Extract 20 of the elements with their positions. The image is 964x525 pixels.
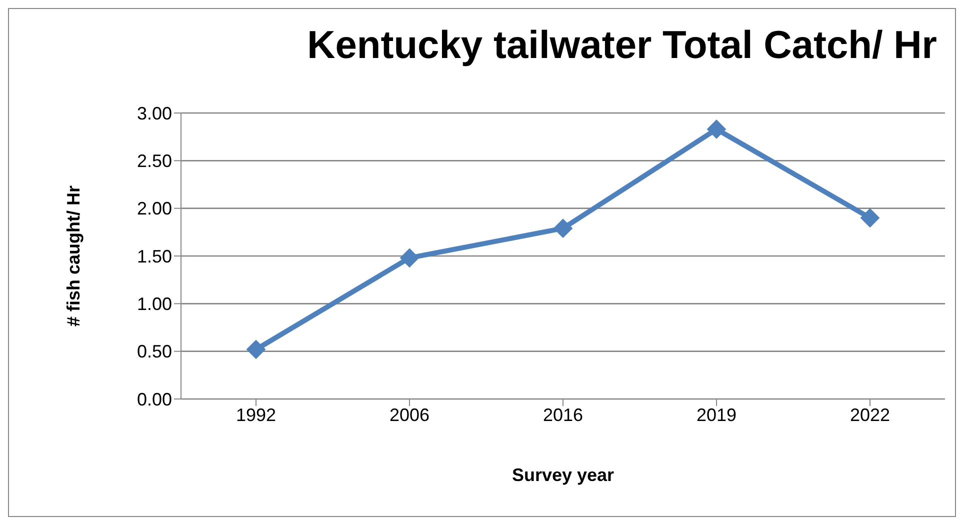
y-tick-label: 1.50 <box>136 246 172 266</box>
chart-title: Kentucky tailwater Total Catch/ Hr <box>306 23 938 69</box>
y-tick-label: 2.50 <box>136 151 172 172</box>
point <box>860 208 880 228</box>
point <box>400 248 419 268</box>
y-tick-label: 3.00 <box>136 103 172 124</box>
x-tick-label: 1992 <box>236 404 276 425</box>
point <box>246 340 266 359</box>
point <box>554 218 572 238</box>
x-tick-label: 2016 <box>542 404 584 425</box>
x-tick-label: 2006 <box>389 404 430 425</box>
x-axis-title: Survey year <box>512 465 614 485</box>
y-tick-label: 0.00 <box>136 389 172 410</box>
y-tick-label: 1.00 <box>136 294 172 314</box>
x-tick-label: 2022 <box>850 404 890 425</box>
x-tick-label: 2019 <box>696 404 737 425</box>
y-tick-label: 2.00 <box>136 198 172 219</box>
y-axis-title: # fish caught/ Hr <box>63 185 84 327</box>
y-tick-label: 0.50 <box>136 342 172 362</box>
point <box>707 120 726 139</box>
